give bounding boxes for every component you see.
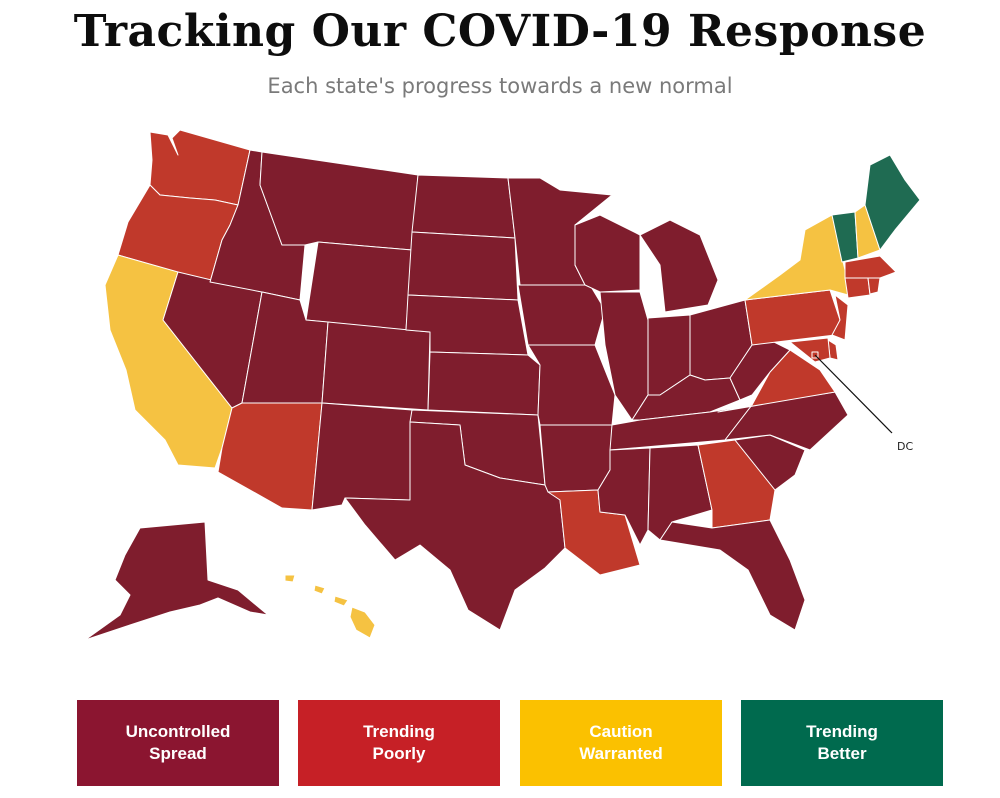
state-WA[interactable]: [149, 129, 251, 206]
state-MD[interactable]: [789, 337, 831, 363]
state-TX[interactable]: [344, 421, 566, 631]
state-IA[interactable]: [517, 284, 606, 346]
state-FL[interactable]: [659, 519, 806, 631]
state-HI[interactable]: [284, 574, 376, 639]
legend-caution-warranted: Caution Warranted: [520, 700, 722, 786]
state-NJ[interactable]: [831, 294, 849, 341]
dc-callout-label: DC: [897, 440, 913, 453]
page-title: Tracking Our COVID-19 Response: [73, 6, 927, 57]
state-ME[interactable]: [864, 154, 921, 251]
state-MI[interactable]: [639, 219, 719, 313]
state-AR[interactable]: [539, 424, 613, 493]
state-MO[interactable]: [527, 344, 616, 426]
state-NM[interactable]: [311, 402, 413, 511]
state-ND[interactable]: [411, 174, 516, 239]
state-NY[interactable]: [744, 214, 849, 301]
state-KS[interactable]: [427, 351, 541, 416]
state-CO[interactable]: [321, 321, 431, 411]
state-AZ[interactable]: [217, 402, 323, 511]
legend-uncontrolled-spread: Uncontrolled Spread: [77, 700, 279, 786]
legend-trending-better: Trending Better: [741, 700, 943, 786]
state-MA[interactable]: [844, 255, 897, 279]
state-RI[interactable]: [867, 277, 881, 295]
dc-callout-line: [814, 354, 893, 434]
state-WI[interactable]: [574, 214, 641, 293]
state-MT[interactable]: [259, 151, 419, 251]
state-AK[interactable]: [84, 521, 269, 641]
state-CT[interactable]: [844, 277, 871, 299]
state-WY[interactable]: [305, 241, 413, 331]
legend-trending-poorly: Trending Poorly: [298, 700, 500, 786]
state-SD[interactable]: [407, 231, 519, 301]
page-subtitle: Each state's progress towards a new norm…: [267, 74, 733, 98]
